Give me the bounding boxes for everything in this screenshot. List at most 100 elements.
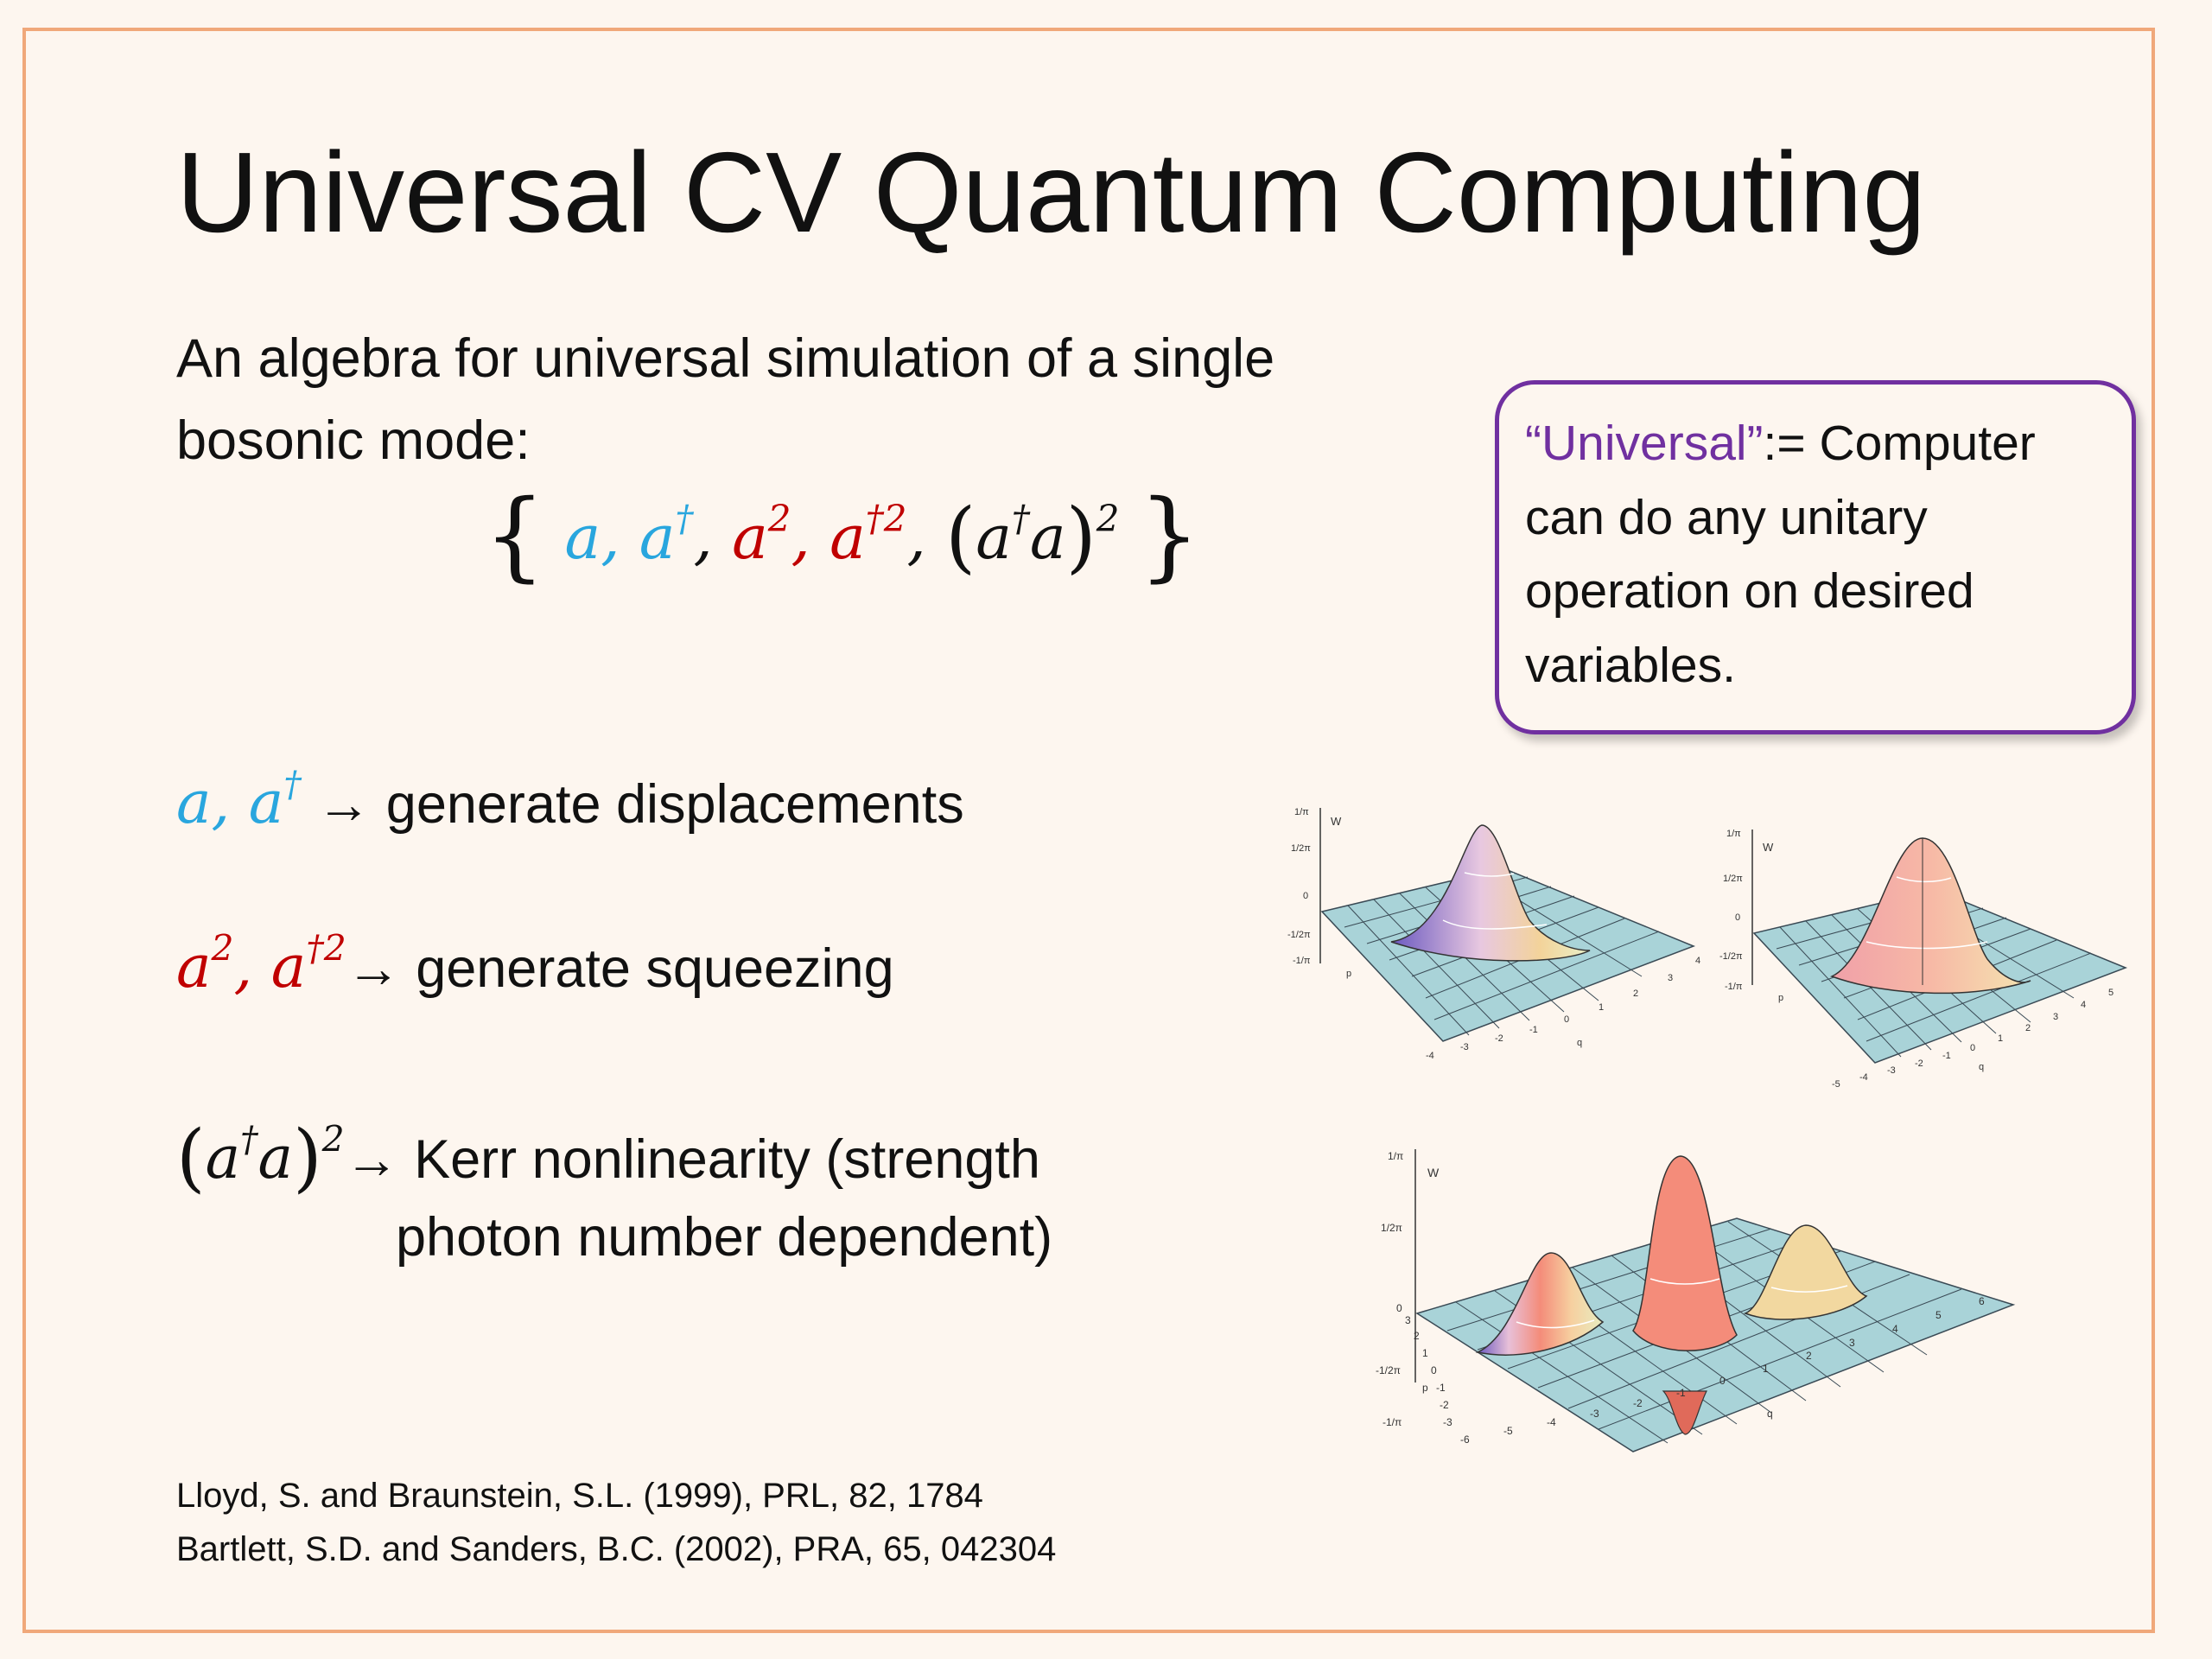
reference-lloyd: Lloyd, S. and Braunstein, S.L. (1999), P… xyxy=(176,1477,983,1515)
svg-text:3: 3 xyxy=(1405,1314,1411,1326)
svg-text:0: 0 xyxy=(1303,891,1308,901)
p-tick-labels: 3 2 1 0 -1 -2 -3 xyxy=(1405,1314,1452,1428)
svg-text:6: 6 xyxy=(1979,1295,1985,1307)
reference-bartlett: Bartlett, S.D. and Sanders, B.C. (2002),… xyxy=(176,1530,1057,1568)
wigner-peak-left xyxy=(1475,1252,1605,1356)
svg-text:-4: -4 xyxy=(1547,1416,1556,1428)
svg-text:1/π: 1/π xyxy=(1294,807,1309,817)
svg-text:-3: -3 xyxy=(1590,1408,1599,1420)
svg-text:0: 0 xyxy=(1564,1014,1569,1025)
svg-text:4: 4 xyxy=(1892,1323,1898,1335)
wigner-dip xyxy=(1662,1390,1707,1435)
svg-text:-6: -6 xyxy=(1460,1433,1470,1446)
axis-w-label: W xyxy=(1331,815,1342,828)
svg-text:-1/π: -1/π xyxy=(1725,982,1743,992)
kerr-text-line2: photon number dependent) xyxy=(396,1207,1053,1268)
svg-text:1/2π: 1/2π xyxy=(1291,843,1311,854)
axis-q-label: q xyxy=(1979,1062,1984,1072)
algebra-set: { a, a†, a2, a†2, (a†a)2 } xyxy=(484,480,1200,592)
axis-p-label: p xyxy=(1422,1382,1428,1394)
row-displacements: a, a† → generate displacements xyxy=(176,763,964,837)
svg-text:5: 5 xyxy=(1936,1309,1942,1321)
wigner-plot-cat-state: W 1/π 1/2π 0 -1/2π -1/π 3 2 1 0 -1 -2 -3… xyxy=(1376,1149,2016,1452)
row-kerr: (a†a)2→ Kerr nonlinearity (strength xyxy=(176,1115,1040,1201)
kerr-text: Kerr nonlinearity (strength xyxy=(414,1129,1040,1190)
algebra-number-squared: (a†a)2 xyxy=(945,492,1120,582)
algebra-a-dagger: a† xyxy=(639,497,694,573)
svg-text:-2: -2 xyxy=(1915,1058,1923,1069)
q-tick-labels: -6 -5 -4 -3 -2 -1 0 1 2 3 4 5 6 xyxy=(1460,1295,1985,1446)
svg-text:-1/2π: -1/2π xyxy=(1719,951,1743,962)
svg-text:-5: -5 xyxy=(1503,1425,1513,1437)
wigner-peak xyxy=(1390,824,1591,962)
wigner-plot-coherent: W 1/π 1/2π 0 -1/2π -1/π -4 -3 -2 -1 0 1 … xyxy=(1287,807,1700,1061)
svg-text:1: 1 xyxy=(1422,1347,1428,1359)
svg-text:1: 1 xyxy=(1599,1002,1604,1013)
svg-text:-3: -3 xyxy=(1460,1042,1469,1052)
algebra-sep: , xyxy=(601,502,620,573)
references: Lloyd, S. and Braunstein, S.L. (1999), P… xyxy=(176,1469,1056,1576)
algebra-open-brace: { xyxy=(484,480,546,592)
wigner-peak xyxy=(1829,837,2031,995)
svg-text:1: 1 xyxy=(1998,1033,2003,1044)
svg-text:-1/π: -1/π xyxy=(1293,956,1311,966)
svg-text:3: 3 xyxy=(1668,973,1673,983)
svg-text:2: 2 xyxy=(1414,1330,1420,1342)
svg-text:1/π: 1/π xyxy=(1726,829,1741,839)
svg-text:-1: -1 xyxy=(1676,1387,1686,1399)
wigner-plot-squeezed: W 1/π 1/2π 0 -1/2π -1/π -5 -4 -3 -2 -1 0… xyxy=(1719,829,2128,1089)
svg-text:5: 5 xyxy=(2108,988,2113,998)
slide-frame xyxy=(22,28,2155,1633)
arrow-icon: → xyxy=(346,938,401,999)
svg-text:0: 0 xyxy=(1970,1043,1975,1053)
axis-q-label: q xyxy=(1577,1038,1582,1048)
svg-text:1/2π: 1/2π xyxy=(1723,874,1743,884)
algebra-sep: , xyxy=(693,502,713,573)
arrow-icon: → xyxy=(316,774,372,835)
axis-p-label: p xyxy=(1346,969,1351,979)
svg-text:-1: -1 xyxy=(1529,1025,1538,1035)
q-tick-labels: -5 -4 -3 -2 -1 0 1 2 3 4 5 xyxy=(1832,988,2113,1089)
svg-text:1/π: 1/π xyxy=(1388,1150,1403,1162)
axis-w-label: W xyxy=(1427,1166,1440,1179)
svg-text:1: 1 xyxy=(1763,1363,1769,1375)
svg-text:-1: -1 xyxy=(1942,1051,1951,1061)
svg-text:0: 0 xyxy=(1396,1302,1402,1314)
squeezing-text: generate squeezing xyxy=(416,938,894,999)
slide-title: Universal CV Quantum Computing xyxy=(176,129,1926,256)
svg-text:-1/2π: -1/2π xyxy=(1287,930,1311,940)
algebra-a: a xyxy=(564,502,601,573)
svg-text:0: 0 xyxy=(1735,912,1740,923)
svg-text:-3: -3 xyxy=(1887,1065,1896,1076)
svg-text:2: 2 xyxy=(1806,1350,1812,1362)
arrow-icon: → xyxy=(344,1129,399,1190)
y-tick-labels: 1/π 1/2π 0 -1/2π -1/π xyxy=(1719,829,1743,992)
algebra-a-dagger-squared: a†2 xyxy=(830,497,907,573)
wigner-peak-center xyxy=(1632,1155,1738,1351)
axis-w-label: W xyxy=(1763,841,1774,854)
svg-text:0: 0 xyxy=(1431,1364,1437,1376)
svg-text:1/2π: 1/2π xyxy=(1381,1222,1402,1234)
algebra-a-squared: a2, xyxy=(732,497,810,573)
svg-text:-2: -2 xyxy=(1495,1033,1503,1044)
kerr-operator: (a†a)2 xyxy=(176,1115,345,1201)
displacements-text: generate displacements xyxy=(385,774,964,835)
svg-text:2: 2 xyxy=(1633,988,1638,999)
axis-p-label: p xyxy=(1778,993,1783,1003)
callout-quote: “Universal” xyxy=(1525,416,1764,471)
intro-text: An algebra for universal simulation of a… xyxy=(176,328,1275,471)
svg-text:4: 4 xyxy=(1695,956,1700,966)
svg-text:0: 0 xyxy=(1719,1375,1726,1387)
svg-text:3: 3 xyxy=(2053,1012,2058,1022)
callout-box: “Universal”:= Computer can do any unitar… xyxy=(1495,380,2136,734)
wigner-peak-right xyxy=(1743,1224,1868,1320)
svg-text:3: 3 xyxy=(1849,1337,1855,1349)
axis-q-label: q xyxy=(1767,1408,1773,1420)
svg-text:4: 4 xyxy=(2081,1000,2086,1010)
y-tick-labels: 1/π 1/2π 0 -1/2π -1/π xyxy=(1376,1150,1403,1428)
row-squeezing: a2, a†2→ generate squeezing xyxy=(176,931,894,1001)
svg-text:-2: -2 xyxy=(1633,1397,1643,1409)
callout-definition: := Computer can do any unitary operation… xyxy=(1525,416,2036,693)
svg-text:-1/π: -1/π xyxy=(1382,1416,1402,1428)
displacement-operators: a, a† xyxy=(176,763,302,837)
